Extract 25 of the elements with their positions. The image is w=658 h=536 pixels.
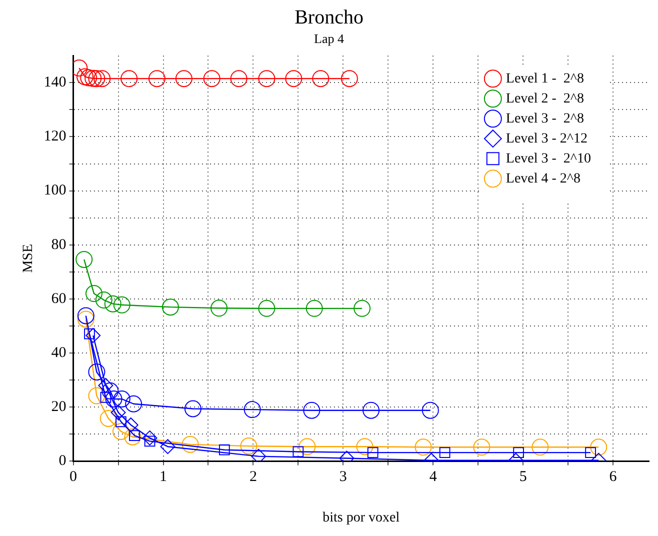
legend-label: Level 3 - 2^10 bbox=[506, 151, 592, 166]
y-tick-label: 60 bbox=[51, 290, 66, 307]
x-tick-label: 6 bbox=[609, 469, 618, 486]
chart-title: Broncho bbox=[294, 6, 364, 28]
y-tick-label: 0 bbox=[58, 453, 66, 470]
y-axis-title: MSE bbox=[21, 244, 36, 273]
y-tick-label: 40 bbox=[51, 344, 66, 361]
legend-label: Level 2 - 2^8 bbox=[506, 91, 584, 106]
x-tick-label: 5 bbox=[519, 469, 527, 486]
x-axis-title: bits por voxel bbox=[322, 510, 400, 526]
legend-label: Level 4 - 2^8 bbox=[506, 171, 581, 186]
x-tick-label: 0 bbox=[70, 469, 78, 486]
y-tick-label: 140 bbox=[44, 74, 66, 91]
legend-label: Level 3 - 2^12 bbox=[506, 131, 588, 146]
x-tick-label: 1 bbox=[160, 469, 168, 486]
y-tick-label: 20 bbox=[51, 399, 66, 416]
y-tick-label: 80 bbox=[51, 236, 66, 253]
y-tick-label: 100 bbox=[44, 182, 66, 199]
legend-label: Level 3 - 2^8 bbox=[506, 111, 584, 126]
x-tick-label: 2 bbox=[249, 469, 257, 486]
chart-subtitle: Lap 4 bbox=[314, 31, 344, 46]
legend-label: Level 1 - 2^8 bbox=[506, 71, 584, 86]
x-tick-label: 4 bbox=[429, 469, 438, 486]
y-tick-label: 120 bbox=[44, 128, 66, 145]
x-tick-label: 3 bbox=[339, 469, 347, 486]
